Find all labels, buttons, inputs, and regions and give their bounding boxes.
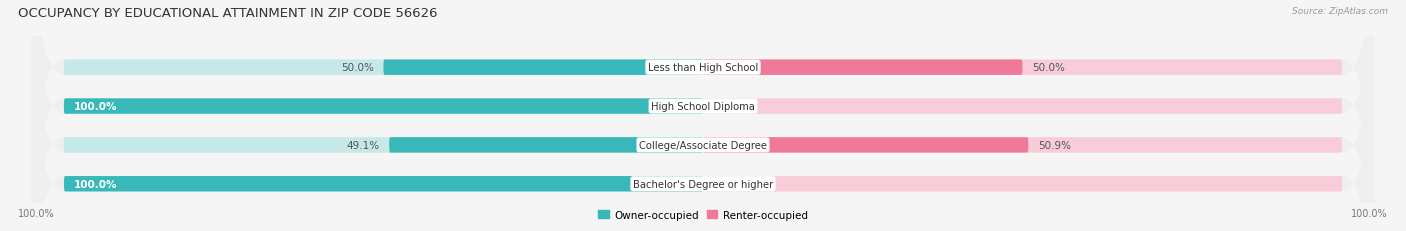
FancyBboxPatch shape xyxy=(389,138,703,153)
Text: 50.9%: 50.9% xyxy=(1038,140,1071,150)
FancyBboxPatch shape xyxy=(703,60,1022,76)
Legend: Owner-occupied, Renter-occupied: Owner-occupied, Renter-occupied xyxy=(595,206,811,224)
Text: 0.0%: 0.0% xyxy=(713,102,738,112)
Text: 0.0%: 0.0% xyxy=(713,179,738,189)
Text: 100.0%: 100.0% xyxy=(73,102,117,112)
Text: Bachelor's Degree or higher: Bachelor's Degree or higher xyxy=(633,179,773,189)
Text: High School Diploma: High School Diploma xyxy=(651,102,755,112)
Text: Less than High School: Less than High School xyxy=(648,63,758,73)
FancyBboxPatch shape xyxy=(32,0,1374,231)
Text: 100.0%: 100.0% xyxy=(1351,208,1388,218)
FancyBboxPatch shape xyxy=(63,60,703,76)
Text: 49.1%: 49.1% xyxy=(346,140,380,150)
FancyBboxPatch shape xyxy=(703,60,1343,76)
Text: 50.0%: 50.0% xyxy=(342,63,374,73)
FancyBboxPatch shape xyxy=(703,176,1343,191)
FancyBboxPatch shape xyxy=(63,99,703,114)
Text: 100.0%: 100.0% xyxy=(18,208,55,218)
FancyBboxPatch shape xyxy=(703,138,1028,153)
FancyBboxPatch shape xyxy=(63,176,703,191)
Text: Source: ZipAtlas.com: Source: ZipAtlas.com xyxy=(1292,7,1388,16)
FancyBboxPatch shape xyxy=(703,99,1343,114)
FancyBboxPatch shape xyxy=(703,138,1343,153)
FancyBboxPatch shape xyxy=(63,99,703,114)
Text: 50.0%: 50.0% xyxy=(1032,63,1064,73)
FancyBboxPatch shape xyxy=(32,0,1374,231)
Text: OCCUPANCY BY EDUCATIONAL ATTAINMENT IN ZIP CODE 56626: OCCUPANCY BY EDUCATIONAL ATTAINMENT IN Z… xyxy=(18,7,437,20)
FancyBboxPatch shape xyxy=(384,60,703,76)
FancyBboxPatch shape xyxy=(63,138,703,153)
FancyBboxPatch shape xyxy=(32,0,1374,231)
Text: College/Associate Degree: College/Associate Degree xyxy=(638,140,768,150)
FancyBboxPatch shape xyxy=(63,176,703,191)
FancyBboxPatch shape xyxy=(32,0,1374,231)
Text: 100.0%: 100.0% xyxy=(73,179,117,189)
